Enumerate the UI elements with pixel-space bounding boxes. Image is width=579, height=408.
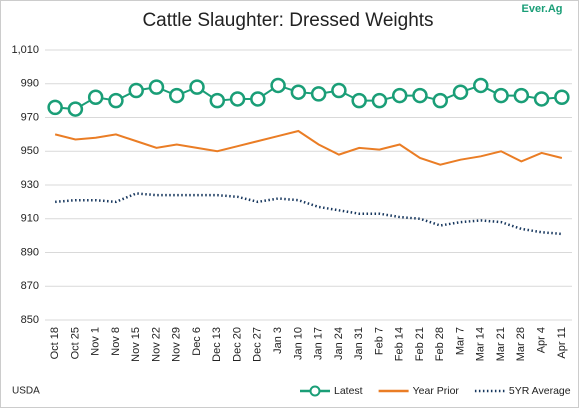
y-tick-label: 950 bbox=[21, 145, 39, 157]
x-tick-label: Nov 1 bbox=[90, 327, 102, 356]
x-tick-label: Dec 13 bbox=[211, 327, 223, 362]
point bbox=[47, 99, 63, 116]
series-line bbox=[54, 129, 563, 166]
point bbox=[533, 91, 550, 107]
point bbox=[270, 77, 286, 94]
legend-label: 5YR Average bbox=[509, 385, 571, 397]
point bbox=[473, 77, 489, 94]
point bbox=[310, 86, 327, 102]
logo: Ever.Ag bbox=[522, 3, 563, 15]
y-tick-label: 930 bbox=[21, 179, 39, 191]
x-tick-label: Dec 20 bbox=[231, 327, 243, 362]
x-tick-label: Jan 17 bbox=[313, 327, 325, 360]
legend-label: Year Prior bbox=[413, 385, 460, 397]
point bbox=[67, 101, 84, 117]
point bbox=[331, 82, 347, 99]
point bbox=[108, 92, 124, 109]
x-tick-label: Nov 8 bbox=[110, 327, 122, 356]
x-tick-label: Jan 3 bbox=[272, 327, 284, 354]
x-tick-label: Apr 11 bbox=[556, 327, 568, 359]
point bbox=[87, 89, 104, 105]
y-tick-label: 970 bbox=[21, 111, 39, 123]
x-tick-label: Mar 28 bbox=[515, 327, 527, 361]
x-tick-label: Apr 4 bbox=[536, 327, 548, 353]
x-tick-label: Feb 7 bbox=[373, 327, 385, 355]
x-tick-label: Nov 29 bbox=[171, 327, 183, 362]
x-tick-label: Feb 28 bbox=[434, 327, 446, 361]
y-tick-label: 990 bbox=[21, 78, 39, 90]
point bbox=[209, 92, 226, 109]
x-tick-label: Jan 24 bbox=[333, 327, 345, 360]
chart-title: Cattle Slaughter: Dressed Weights bbox=[142, 10, 433, 31]
point bbox=[351, 92, 367, 109]
y-tick-label: 850 bbox=[21, 314, 39, 326]
y-tick-label: 870 bbox=[21, 280, 39, 292]
point bbox=[290, 84, 307, 100]
point bbox=[250, 91, 266, 107]
point bbox=[554, 89, 570, 105]
point bbox=[412, 87, 428, 104]
x-tick-label: Jan 10 bbox=[292, 327, 304, 360]
point bbox=[452, 84, 469, 100]
x-tick-label: Mar 21 bbox=[495, 327, 507, 361]
x-tick-label: Feb 14 bbox=[394, 327, 406, 361]
x-tick-label: Oct 18 bbox=[49, 327, 61, 359]
x-tick-label: Jan 31 bbox=[353, 327, 365, 360]
x-tick-label: Mar 14 bbox=[475, 327, 487, 361]
x-tick-label: Dec 27 bbox=[252, 327, 264, 362]
x-tick-label: Dec 6 bbox=[191, 327, 203, 356]
legend-label: Latest bbox=[334, 385, 363, 397]
legend-marker bbox=[309, 385, 321, 397]
x-tick-label: Nov 15 bbox=[130, 327, 142, 362]
point bbox=[128, 82, 144, 99]
y-tick-label: 1,010 bbox=[11, 44, 39, 56]
point bbox=[391, 87, 408, 104]
point bbox=[432, 92, 448, 109]
point bbox=[371, 92, 388, 109]
source: USDA bbox=[12, 386, 40, 397]
point bbox=[148, 79, 165, 95]
y-tick-label: 890 bbox=[21, 246, 39, 258]
point bbox=[513, 87, 530, 104]
point bbox=[493, 87, 509, 104]
x-tick-label: Mar 7 bbox=[454, 327, 466, 355]
series-line bbox=[55, 192, 562, 236]
x-tick-label: Feb 21 bbox=[414, 327, 426, 361]
x-tick-label: Nov 22 bbox=[150, 327, 162, 362]
point bbox=[189, 79, 205, 95]
point bbox=[229, 91, 246, 107]
point bbox=[169, 87, 185, 104]
y-tick-label: 910 bbox=[21, 213, 39, 225]
x-tick-label: Oct 25 bbox=[69, 327, 81, 359]
